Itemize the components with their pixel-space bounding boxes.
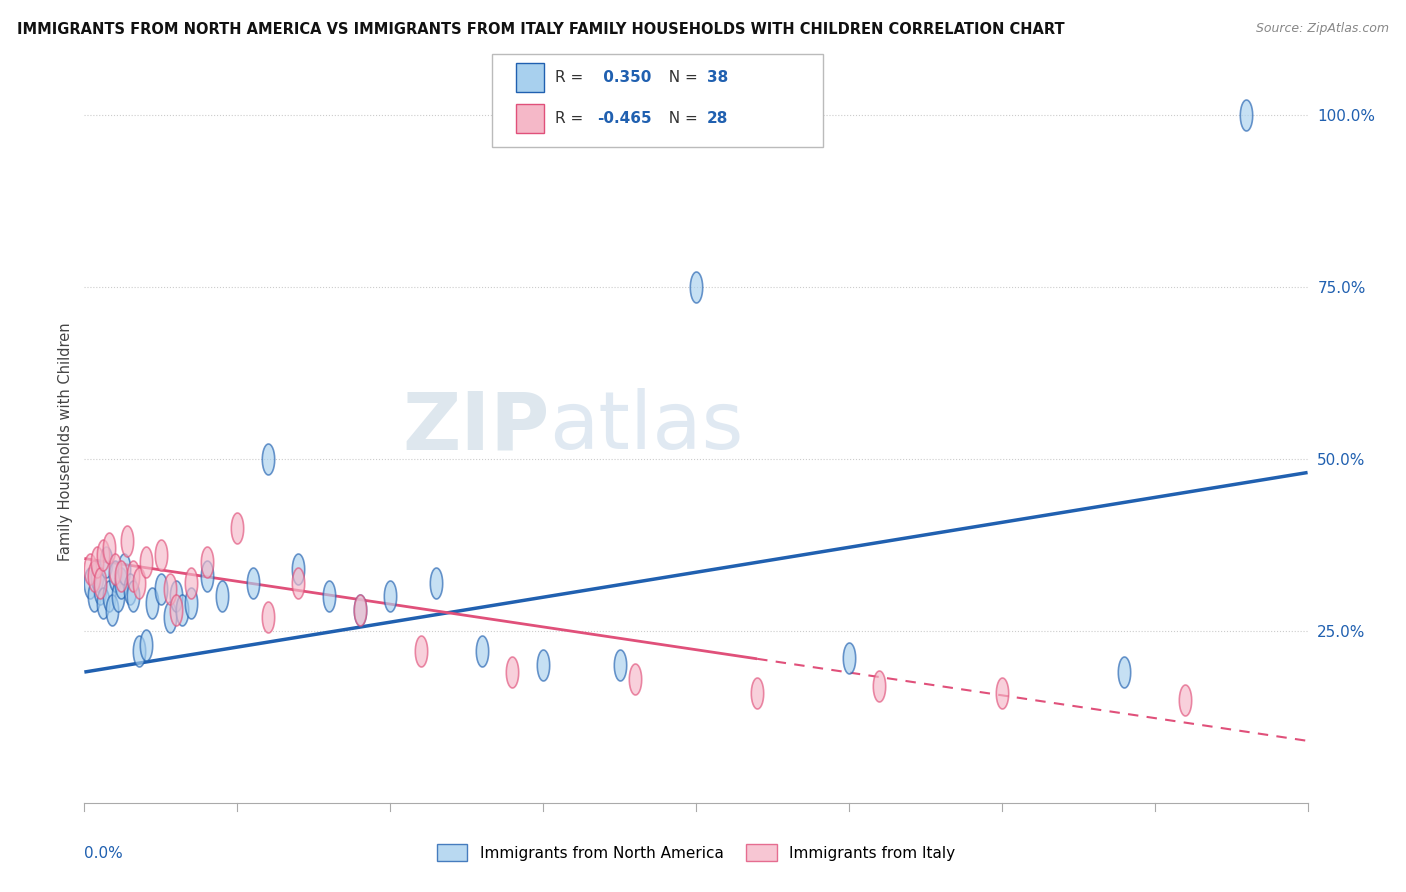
Point	[89, 582, 111, 597]
Point	[1114, 665, 1136, 679]
Point	[1236, 108, 1258, 122]
Point	[79, 562, 101, 576]
Point	[135, 555, 157, 569]
Point	[502, 665, 524, 679]
Point	[195, 568, 218, 582]
Text: atlas: atlas	[550, 388, 744, 467]
Text: 28: 28	[707, 112, 728, 126]
Point	[128, 644, 150, 658]
Point	[211, 590, 233, 604]
Point	[149, 548, 172, 562]
Point	[165, 603, 187, 617]
Point	[110, 568, 132, 582]
Point	[242, 575, 264, 590]
Text: 38: 38	[707, 70, 728, 85]
Point	[122, 590, 145, 604]
Text: Source: ZipAtlas.com: Source: ZipAtlas.com	[1256, 22, 1389, 36]
Point	[149, 582, 172, 597]
Point	[120, 582, 142, 597]
Point	[83, 568, 105, 582]
Point	[425, 575, 447, 590]
Text: -0.465: -0.465	[598, 112, 652, 126]
Point	[128, 575, 150, 590]
Legend: Immigrants from North America, Immigrants from Italy: Immigrants from North America, Immigrant…	[430, 838, 962, 867]
Point	[838, 651, 860, 665]
Point	[318, 590, 340, 604]
Point	[349, 603, 371, 617]
Point	[122, 568, 145, 582]
Text: 0.0%: 0.0%	[84, 847, 124, 861]
Point	[180, 596, 202, 610]
Point	[471, 644, 494, 658]
Y-axis label: Family Households with Children: Family Households with Children	[58, 322, 73, 561]
Point	[135, 638, 157, 652]
Point	[180, 575, 202, 590]
Point	[89, 575, 111, 590]
Point	[869, 679, 891, 693]
Point	[83, 590, 105, 604]
Point	[349, 603, 371, 617]
Point	[112, 562, 135, 576]
Point	[115, 534, 138, 549]
Point	[165, 590, 187, 604]
Point	[159, 610, 181, 624]
Point	[195, 555, 218, 569]
Text: N =: N =	[659, 70, 703, 85]
Point	[91, 596, 114, 610]
Point	[287, 562, 309, 576]
Point	[159, 582, 181, 597]
Point	[79, 575, 101, 590]
Text: 0.350: 0.350	[598, 70, 651, 85]
Text: ZIP: ZIP	[402, 388, 550, 467]
Text: IMMIGRANTS FROM NORTH AMERICA VS IMMIGRANTS FROM ITALY FAMILY HOUSEHOLDS WITH CH: IMMIGRANTS FROM NORTH AMERICA VS IMMIGRA…	[17, 22, 1064, 37]
Point	[747, 686, 769, 700]
Point	[609, 658, 631, 673]
Point	[380, 590, 402, 604]
Point	[531, 658, 554, 673]
Point	[172, 603, 194, 617]
Point	[97, 590, 120, 604]
Point	[1174, 692, 1197, 706]
Point	[991, 686, 1014, 700]
Point	[287, 575, 309, 590]
Text: N =: N =	[659, 112, 703, 126]
Text: R =: R =	[555, 70, 589, 85]
Point	[94, 555, 117, 569]
Point	[226, 520, 249, 534]
Point	[91, 548, 114, 562]
Point	[141, 596, 163, 610]
Point	[685, 279, 707, 293]
Point	[110, 575, 132, 590]
Point	[97, 541, 120, 556]
Point	[624, 672, 647, 686]
Point	[409, 644, 432, 658]
Point	[101, 603, 124, 617]
Point	[257, 610, 280, 624]
Point	[257, 451, 280, 466]
Point	[104, 568, 127, 582]
Point	[86, 555, 108, 569]
Point	[104, 562, 127, 576]
Point	[86, 568, 108, 582]
Text: R =: R =	[555, 112, 589, 126]
Point	[107, 590, 129, 604]
